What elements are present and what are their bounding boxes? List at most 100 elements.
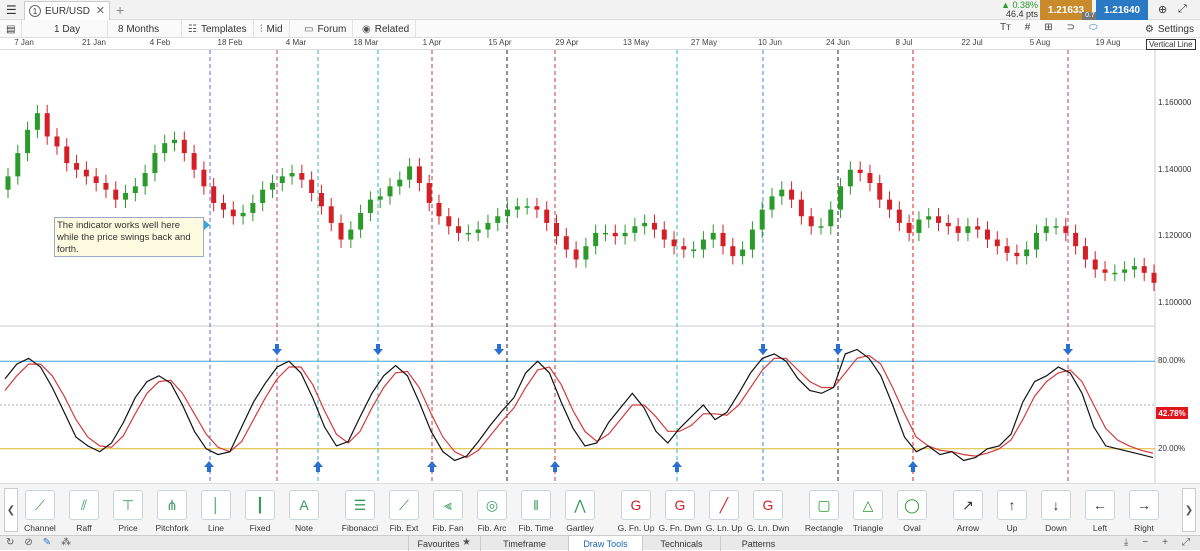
related-button[interactable]: ◉ Related bbox=[356, 20, 417, 38]
disable-icon[interactable]: ⊘ bbox=[24, 537, 33, 548]
draw-tool-left[interactable]: ← Left bbox=[1078, 490, 1122, 533]
draw-tool-line[interactable]: │ Line bbox=[194, 490, 238, 533]
tab-patterns[interactable]: Patterns bbox=[720, 536, 796, 551]
candle-body bbox=[103, 183, 109, 190]
scroll-left-button[interactable]: ❮ bbox=[4, 488, 18, 532]
draw-tool-fibonacci[interactable]: ☰ Fibonacci bbox=[338, 490, 382, 533]
close-icon[interactable]: ✕ bbox=[95, 5, 105, 17]
draw-tool-g-fn-dwn[interactable]: G G. Fn. Dwn bbox=[658, 490, 702, 533]
draw-tool-pitchfork[interactable]: ⋔ Pitchfork bbox=[150, 490, 194, 533]
date-tick: 13 May bbox=[622, 38, 650, 47]
zoom-out-icon[interactable]: − bbox=[1142, 537, 1149, 548]
brush-icon[interactable]: ⁂ bbox=[61, 537, 72, 548]
candle-body bbox=[181, 139, 187, 154]
draw-tool-label: Fib. Ext bbox=[389, 523, 419, 533]
draw-tool-fib-arc[interactable]: ◎ Fib. Arc bbox=[470, 490, 514, 533]
draw-tool-raff[interactable]: ⫽ Raff bbox=[62, 490, 106, 533]
candle-body bbox=[142, 173, 148, 187]
draw-tool-oval[interactable]: ◯ Oval bbox=[890, 490, 934, 533]
draw-tool-fixed[interactable]: ┃ Fixed bbox=[238, 490, 282, 533]
draw-tool-note[interactable]: A Note bbox=[282, 490, 326, 533]
draw-tool-up[interactable]: ↑ Up bbox=[990, 490, 1034, 533]
star-icon[interactable]: ★ bbox=[462, 537, 471, 548]
grid-icon[interactable]: # bbox=[1024, 22, 1031, 33]
candle-body bbox=[534, 206, 540, 210]
fib-ext-icon: ⟋ bbox=[389, 490, 419, 520]
menu-icon[interactable]: ☰ bbox=[6, 3, 17, 17]
templates-button[interactable]: ☷ Templates bbox=[182, 20, 254, 38]
candle-body bbox=[720, 232, 726, 247]
draw-tool-fib-time[interactable]: ‖ Fib. Time bbox=[514, 490, 558, 533]
date-tick: 21 Jan bbox=[81, 38, 107, 47]
forum-button[interactable]: ▭ Forum bbox=[298, 20, 354, 38]
tab-technicals[interactable]: Technicals bbox=[642, 536, 720, 551]
candle-body bbox=[710, 232, 716, 240]
chart-note[interactable]: The indicator works well here while the … bbox=[54, 217, 210, 257]
candle-body bbox=[5, 176, 11, 190]
tab-favourites[interactable]: Favourites bbox=[408, 536, 468, 551]
spread-badge: 0.7 bbox=[1082, 12, 1098, 20]
tab-draw-tools[interactable]: Draw Tools bbox=[568, 536, 642, 551]
interval-select[interactable]: 1 Day bbox=[48, 20, 108, 38]
buy-price-button[interactable]: 1.21640 bbox=[1096, 0, 1148, 20]
candle-body bbox=[93, 176, 99, 184]
candle-body bbox=[769, 196, 775, 210]
expand-icon[interactable]: ⤢ bbox=[1182, 537, 1190, 548]
draw-tool-triangle[interactable]: △ Triangle bbox=[846, 490, 890, 533]
draw-tool-gartley[interactable]: ⋀ Gartley bbox=[558, 490, 602, 533]
tab-timeframe[interactable]: Timeframe bbox=[480, 536, 568, 551]
candle-body bbox=[387, 186, 393, 197]
draw-tool-down[interactable]: ↓ Down bbox=[1034, 490, 1078, 533]
pencil-icon[interactable]: ✎ bbox=[42, 537, 52, 548]
candle-body bbox=[505, 209, 511, 217]
label-icon[interactable]: ⬭ bbox=[1089, 22, 1098, 33]
refresh-icon[interactable]: ↻ bbox=[6, 537, 15, 548]
candle-body bbox=[1092, 259, 1098, 270]
mid-button[interactable]: ⫶ Mid bbox=[254, 20, 290, 38]
chart-type-icons: Tт # ⊞ ⊃ ⬭ bbox=[1000, 22, 1098, 33]
fit-icon[interactable]: ⤓ bbox=[1123, 537, 1129, 548]
chart-canvas[interactable] bbox=[0, 50, 1200, 483]
candle-body bbox=[583, 246, 589, 260]
settings-button[interactable]: ⚙ Settings bbox=[1145, 20, 1194, 38]
zoom-in-icon[interactable]: + bbox=[1162, 537, 1168, 548]
chart-menu-icon[interactable]: ▤ bbox=[0, 20, 22, 38]
candle-body bbox=[123, 192, 129, 200]
draw-tool-price[interactable]: ⊤ Price bbox=[106, 490, 150, 533]
price-tick: 1.100000 bbox=[1158, 297, 1192, 307]
date-tick: 22 Jul bbox=[961, 38, 983, 47]
draw-tool-channel[interactable]: ⟋ Channel bbox=[18, 490, 62, 533]
scroll-right-button[interactable]: ❯ bbox=[1182, 488, 1196, 532]
draw-tool-g-ln-dwn[interactable]: G G. Ln. Dwn bbox=[746, 490, 790, 533]
sell-price-button[interactable]: 1.21633 bbox=[1040, 0, 1092, 20]
text-size-icon[interactable]: Tт bbox=[1000, 22, 1011, 33]
candle-body bbox=[426, 183, 432, 203]
draw-tool-g-fn-up[interactable]: G G. Fn. Up bbox=[614, 490, 658, 533]
range-value: 8 Months bbox=[118, 23, 160, 35]
price-tick: 1.120000 bbox=[1158, 231, 1192, 241]
change-percent: ▲ 0.38% bbox=[1001, 0, 1038, 10]
draw-tool-arrow[interactable]: ↗ Arrow bbox=[946, 490, 990, 533]
draw-tool-fib-ext[interactable]: ⟋ Fib. Ext bbox=[382, 490, 426, 533]
draw-tool-right[interactable]: → Right bbox=[1122, 490, 1166, 533]
grid-lines-icon[interactable]: ⊞ bbox=[1044, 22, 1053, 33]
range-select[interactable]: 8 Months bbox=[112, 20, 182, 38]
crosshair-icon[interactable]: ⊕ bbox=[1158, 4, 1168, 16]
note-icon: A bbox=[289, 490, 319, 520]
draw-tool-rectangle[interactable]: ▢ Rectangle bbox=[802, 490, 846, 533]
instrument-tab[interactable]: 1 EUR/USD ✕ bbox=[24, 1, 110, 20]
date-tick: 8 Jul bbox=[895, 38, 913, 47]
draw-tool-label: G. Ln. Up bbox=[705, 523, 743, 533]
date-tick: 4 Feb bbox=[149, 38, 171, 47]
candle-body bbox=[593, 232, 599, 247]
magnet-icon[interactable]: ⊃ bbox=[1066, 22, 1076, 33]
tab-symbol: EUR/USD bbox=[45, 5, 91, 17]
draw-tool-fib-fan[interactable]: ⫷ Fib. Fan bbox=[426, 490, 470, 533]
maximize-icon[interactable]: ⤢ bbox=[1178, 3, 1187, 15]
add-tab-button[interactable]: + bbox=[116, 2, 125, 18]
related-label: Related bbox=[374, 23, 410, 35]
draw-tool-g-ln-up[interactable]: ╱ G. Ln. Up bbox=[702, 490, 746, 533]
candle-body bbox=[887, 199, 893, 210]
candle-body bbox=[945, 222, 951, 227]
g-ln-up-icon: ╱ bbox=[709, 490, 739, 520]
